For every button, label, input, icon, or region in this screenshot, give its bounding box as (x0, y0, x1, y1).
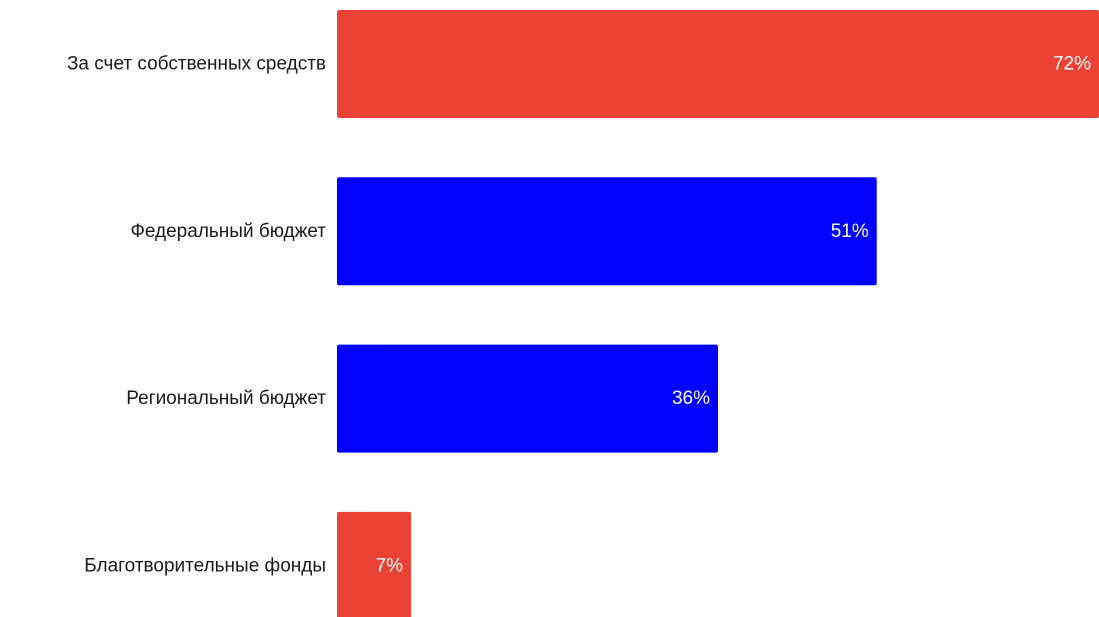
bar-1 (337, 10, 1099, 118)
value-labels-group: 72% 51% 36% 7% (376, 54, 1091, 577)
category-label-2: Федеральный бюджет (130, 221, 326, 242)
category-label-3: Региональный бюджет (126, 388, 326, 409)
value-label-2: 51% (831, 221, 869, 242)
value-label-1: 72% (1053, 54, 1091, 75)
category-label-1: За счет собственных средств (67, 54, 326, 75)
bar-4 (337, 511, 412, 617)
value-label-4: 7% (376, 555, 404, 576)
category-label-4: Благотворительные фонды (84, 555, 326, 576)
value-label-3: 36% (672, 388, 710, 409)
bar-2 (337, 177, 877, 286)
bar-3 (337, 344, 718, 453)
bars-group (337, 10, 1099, 617)
category-labels-group: За счет собственных средств Федеральный б… (67, 54, 326, 577)
